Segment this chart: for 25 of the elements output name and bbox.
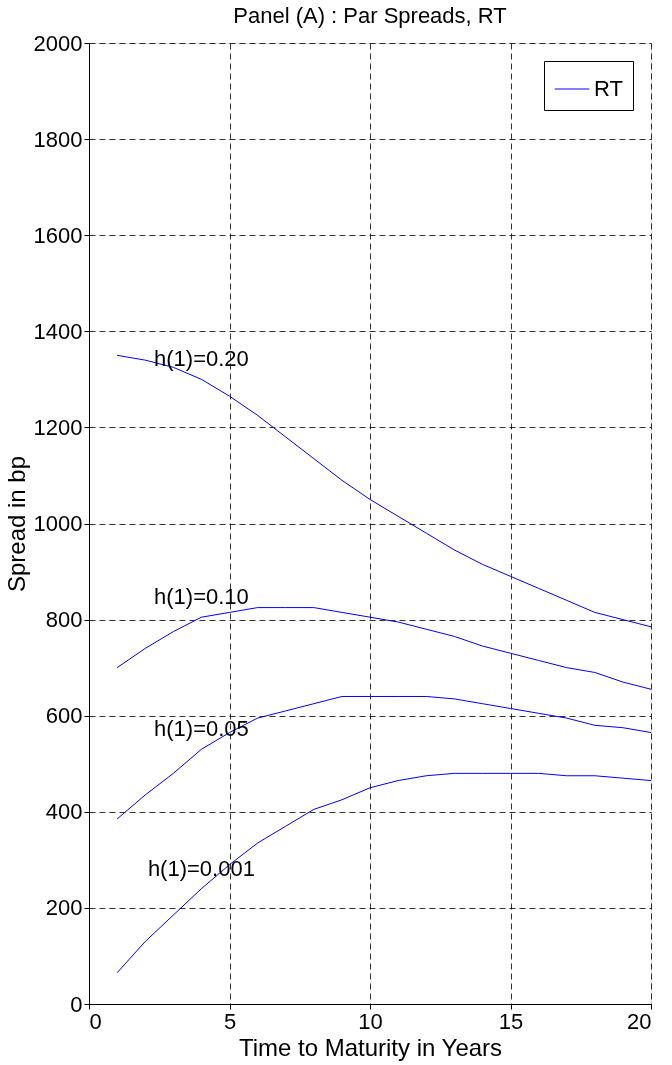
annotation: h(1)=0.20 [154,346,249,372]
chart-title: Panel (A) : Par Spreads, RT [233,3,507,28]
y-tick-label: 800 [45,607,83,633]
y-tick-label: 600 [45,703,83,729]
y-tick-label: 1400 [33,318,83,344]
y-tick-label: 1600 [33,222,83,248]
y-tick-label: 200 [45,895,83,921]
y-tick-label: 1000 [33,511,83,536]
line-series [116,695,651,820]
y-axis-title: Spread in bp [2,455,30,593]
x-tick-label: 5 [223,1008,237,1034]
line-series [116,772,651,974]
x-axis-title: Time to Maturity in Years [238,1033,503,1061]
line-series [116,607,651,690]
x-tick-label: 10 [358,1008,383,1034]
x-tick-label: 0 [89,1008,102,1034]
legend-label: RT [594,76,623,101]
x-tick-label: 20 [627,1008,652,1034]
annotation: h(1)=0.10 [154,584,249,610]
y-tick-label: 400 [45,799,83,825]
y-tick-label: 2000 [33,30,83,56]
x-tick-label: 15 [498,1008,524,1034]
y-tick-label: 0 [70,991,83,1017]
y-tick-label: 1800 [33,126,83,152]
y-tick-label: 1200 [33,414,83,440]
